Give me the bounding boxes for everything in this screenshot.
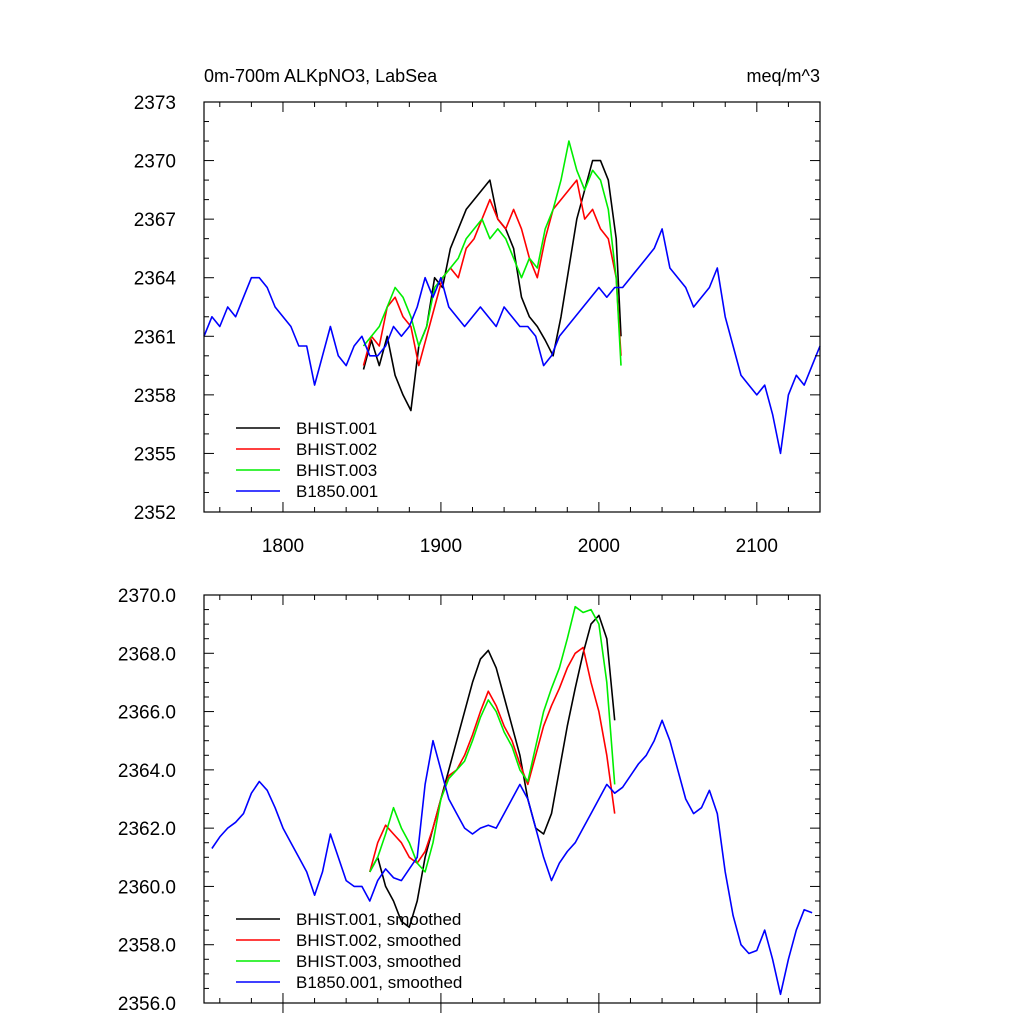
x-tick-label: 1900 [420,536,462,557]
y-tick-label: 2358 [134,386,176,407]
series-line-0-2 [362,140,622,366]
series-line-1-1 [369,646,616,873]
bottom-plot-lines [211,605,813,996]
legend-label: B1850.001, smoothed [296,973,462,992]
top-panel-title: 0m-700m ALKpNO3, LabSea [204,66,438,86]
series-line-1-0 [369,614,616,929]
top-panel-units: meq/m^3 [747,66,820,86]
top-legend: BHIST.001 BHIST.002 BHIST.003 B1850.001 [236,419,378,501]
series-line-1-2 [369,605,616,873]
legend-label: BHIST.002, smoothed [296,931,461,950]
y-tick-label: 2356.0 [118,994,176,1015]
series-line-0-3 [203,228,821,455]
legend-label: BHIST.003 [296,461,377,480]
y-tick-label: 2370.0 [118,586,176,607]
legend-label: BHIST.002 [296,440,377,459]
y-tick-label: 2364 [134,269,177,290]
y-tick-label: 2370 [134,152,176,173]
y-tick-label: 2366.0 [118,703,176,724]
y-tick-label: 2373 [134,93,176,114]
legend-label: BHIST.001, smoothed [296,910,461,929]
top-plot-lines [203,140,821,455]
y-tick-label: 2355 [134,444,176,465]
y-tick-label: 2367 [134,210,176,231]
top-panel: 0m-700m ALKpNO3, LabSea meq/m^3 1800 1900… [134,66,821,557]
y-tick-label: 2360.0 [118,877,176,898]
y-tick-label: 2364.0 [118,761,176,782]
plot-frame [203,101,821,513]
series-line-0-0 [362,159,622,412]
top-axes: 1800 1900 2000 2100 2352 2355 2358 2361 2364 2367… [134,93,821,557]
series-line-1-3 [211,719,813,996]
x-tick-label: 1800 [262,536,304,557]
legend-label: B1850.001 [296,482,378,501]
bottom-panel: 2356.0 2358.0 2360.0 2362.0 2364.0 2366.0 2368… [118,586,821,1015]
x-tick-label: 2000 [578,536,620,557]
y-tick-label: 2362.0 [118,819,176,840]
series-line-0-1 [362,179,622,367]
y-tick-label: 2352 [134,503,176,524]
bottom-legend: BHIST.001, smoothed BHIST.002, smoothed BH… [236,910,462,992]
y-tick-label: 2358.0 [118,936,176,957]
y-tick-label: 2368.0 [118,644,176,665]
y-tick-label: 2361 [134,327,176,348]
legend-label: BHIST.003, smoothed [296,952,461,971]
legend-label: BHIST.001 [296,419,377,438]
x-tick-label: 2100 [736,536,778,557]
bottom-axes: 2356.0 2358.0 2360.0 2362.0 2364.0 2366.0 2368… [118,586,821,1015]
